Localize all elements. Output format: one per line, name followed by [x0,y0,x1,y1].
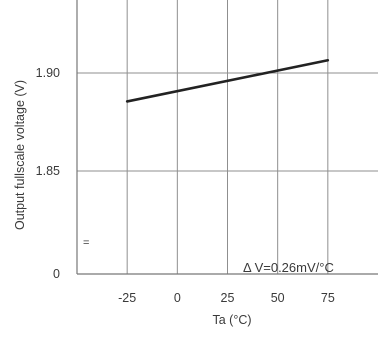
y-axis-break-mark: = [83,237,89,249]
x-tick-label: 0 [174,291,181,305]
x-tick-labels: -25 0 25 50 75 [118,291,335,305]
x-tick-label: 50 [271,291,285,305]
series-group [125,58,330,103]
annotation-delta-v: Δ V=0.26mV/°C [243,260,334,275]
y-axis-label: Output fullscale voltage (V) [13,80,27,230]
y-tick-label: 0 [53,267,60,281]
series-line [125,58,330,103]
x-tick-label: 25 [221,291,235,305]
y-tick-label: 1.85 [36,164,60,178]
y-tick-label: 1.90 [36,66,60,80]
x-tick-label: -25 [118,291,136,305]
y-tick-labels: 0 1.85 1.90 [36,66,60,281]
x-axis-label: Ta (°C) [212,313,251,327]
plot-frame [76,0,378,275]
gridlines [77,0,378,274]
x-tick-label: 75 [321,291,335,305]
